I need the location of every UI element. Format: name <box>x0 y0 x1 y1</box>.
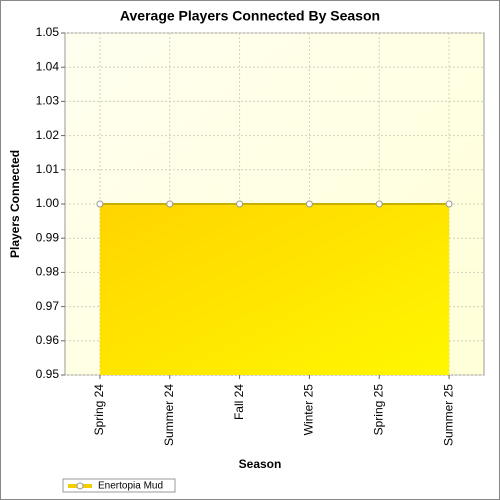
y-tick-label: 0.99 <box>36 230 60 244</box>
chart-title: Average Players Connected By Season <box>120 8 380 24</box>
marker <box>305 200 313 208</box>
y-tick-label: 0.95 <box>36 367 60 381</box>
legend-marker <box>76 482 84 490</box>
legend-label: Enertopia Mud <box>98 481 163 492</box>
marker <box>375 200 383 208</box>
y-tick-label: 0.98 <box>36 265 60 279</box>
y-tick-label: 1.03 <box>36 94 60 108</box>
x-tick-label: Fall 24 <box>232 384 246 420</box>
y-tick-label: 0.96 <box>36 333 60 347</box>
y-tick-label: 1.05 <box>36 25 60 39</box>
legend-box <box>62 478 176 493</box>
marker <box>96 200 104 208</box>
marker <box>236 200 244 208</box>
area <box>99 204 450 375</box>
y-axis-label: Players Connected <box>8 150 22 258</box>
marker <box>445 200 453 208</box>
y-tick-label: 1.00 <box>36 196 60 210</box>
y-tick-label: 0.97 <box>36 299 60 313</box>
x-tick-label: Spring 24 <box>92 384 106 436</box>
y-tick-label: 1.04 <box>36 59 60 73</box>
x-tick-label: Summer 24 <box>162 384 176 446</box>
marker <box>166 200 174 208</box>
x-axis-label: Season <box>239 457 282 471</box>
y-tick-label: 1.01 <box>36 162 60 176</box>
x-tick-label: Winter 25 <box>302 384 316 436</box>
x-tick-label: Spring 25 <box>371 384 385 436</box>
y-tick-label: 1.02 <box>36 128 60 142</box>
x-tick-label: Summer 25 <box>441 384 455 446</box>
